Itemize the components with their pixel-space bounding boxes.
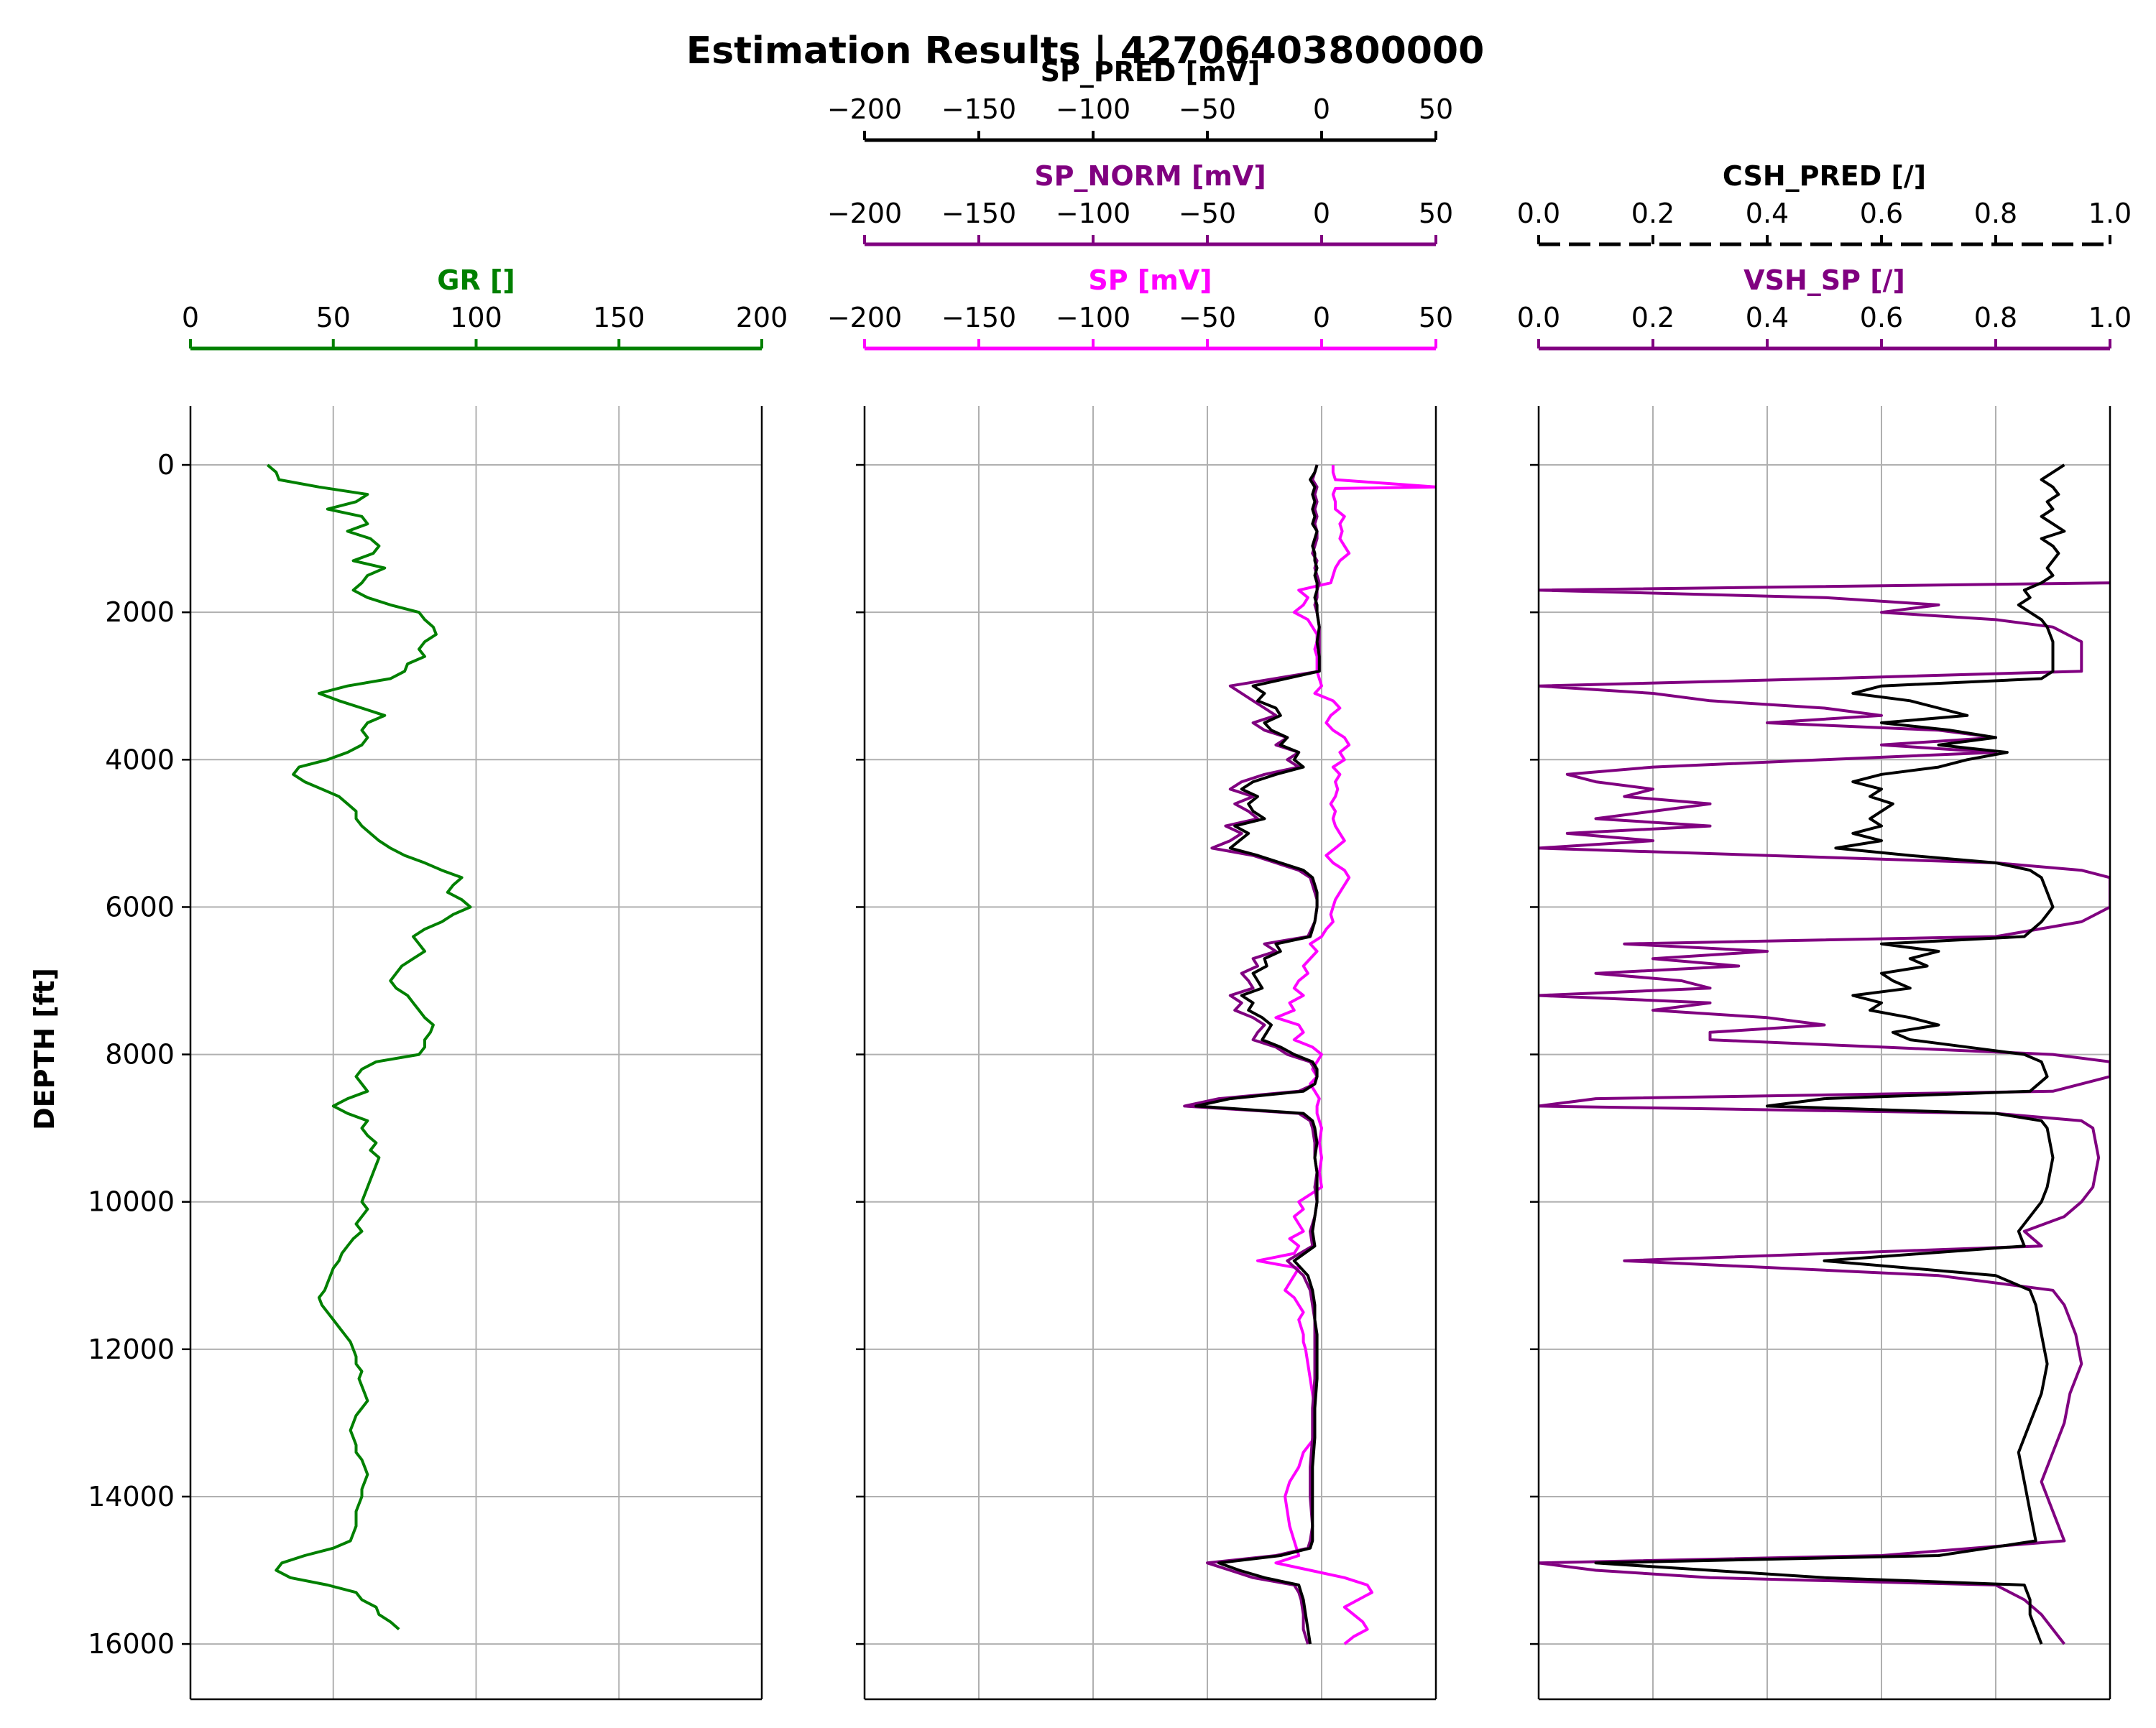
x-tick-label: 0 [1313,198,1330,229]
x-tick-label: 0.4 [1746,302,1789,333]
top-axis-sp: −200 −150 −100 −50 0 50 SP [mV] [827,264,1453,351]
x-tick-label: 0.4 [1746,198,1789,229]
top-axis-sp-pred: −200 −150 −100 −50 0 50 SP_PRED [mV] [827,56,1453,142]
track-vsh: 0.0 0.2 0.4 0.6 0.8 1.0 VSH_SP [/] 0.0 0.2 0.4 0.6… [1517,160,2132,1701]
top-axis-gr: 0 50 100 150 200 GR [] [182,264,788,351]
track-gr: 0 2000 4000 6000 8000 10000 12000 14000 16000 0 50… [88,264,788,1701]
x-tick-label: −150 [941,198,1016,229]
axis-label: SP [mV] [1088,264,1212,296]
y-tick-label: 0 [157,449,175,481]
x-tick-label: 0.8 [1974,198,2017,229]
top-axis-sp-norm: −200 −150 −100 −50 0 50 SP_NORM [mV] [827,160,1453,246]
axis-label: VSH_SP [/] [1743,264,1905,296]
y-tick-label: 4000 [105,744,175,775]
x-tick-label: −200 [827,302,902,333]
series-group [1183,464,1436,1645]
x-tick-label: −100 [1056,198,1130,229]
y-tick-label: 10000 [88,1186,175,1218]
x-tick-label: 0.0 [1517,198,1560,229]
x-tick-label: 0.2 [1631,198,1674,229]
x-tick-label: 150 [593,302,645,333]
series-line-sp-pred [1194,464,1321,1645]
top-axis-csh-pred: 0.0 0.2 0.4 0.6 0.8 1.0 CSH_PRED [/] [1517,160,2132,246]
x-tick-label: −150 [941,302,1016,333]
x-tick-label: 0.2 [1631,302,1674,333]
x-tick-label: −50 [1179,302,1236,333]
top-axis-vsh-sp: 0.0 0.2 0.4 0.6 0.8 1.0 VSH_SP [/] [1517,264,2132,351]
y-tick-label: 16000 [88,1628,175,1660]
y-tick-label: 8000 [105,1039,175,1071]
x-tick-label: −150 [941,93,1016,125]
series-line-gr [267,463,472,1631]
x-tick-label: −50 [1179,198,1236,229]
x-tick-label: 50 [1419,302,1453,333]
series-line-vsh-sp [1539,581,2110,1645]
y-tick-label: 12000 [88,1334,175,1365]
x-tick-label: 0 [182,302,199,333]
x-tick-label: 50 [1419,93,1453,125]
x-tick-label: −100 [1056,93,1130,125]
axis-label: CSH_PRED [/] [1723,160,1926,192]
x-tick-label: 100 [450,302,502,333]
series-line-sp-norm [1183,464,1321,1645]
chart-title: Estimation Results | 42706403800000 [686,29,1485,73]
series-group [267,463,472,1631]
x-tick-label: 0.0 [1517,302,1560,333]
y-tick-label: 6000 [105,891,175,923]
x-tick-label: −200 [827,198,902,229]
axis-label: GR [] [437,264,515,296]
series-group [1539,463,2110,1645]
x-tick-label: 0 [1313,302,1330,333]
track-sp: −200 −150 −100 −50 0 50 SP [mV] −200 −150 −100 −50… [827,56,1453,1701]
x-tick-label: 1.0 [2088,198,2132,229]
x-tick-label: 50 [1419,198,1453,229]
x-tick-label: 0.8 [1974,302,2017,333]
series-line-csh-pred [1594,463,2066,1645]
x-tick-label: 0.6 [1860,302,1903,333]
axis-label: SP_NORM [mV] [1034,160,1266,192]
axis-label: SP_PRED [mV] [1041,56,1261,88]
y-tick-label: 2000 [105,596,175,628]
x-tick-label: 50 [316,302,351,333]
x-tick-label: 200 [736,302,788,333]
x-tick-label: −50 [1179,93,1236,125]
x-tick-label: −200 [827,93,902,125]
y-axis-label: DEPTH [ft] [29,968,60,1130]
series-line-sp [1256,465,1436,1645]
x-tick-label: 1.0 [2088,302,2132,333]
x-tick-label: 0 [1313,93,1330,125]
x-tick-label: 0.6 [1860,198,1903,229]
x-tick-label: −100 [1056,302,1130,333]
y-tick-label: 14000 [88,1481,175,1512]
